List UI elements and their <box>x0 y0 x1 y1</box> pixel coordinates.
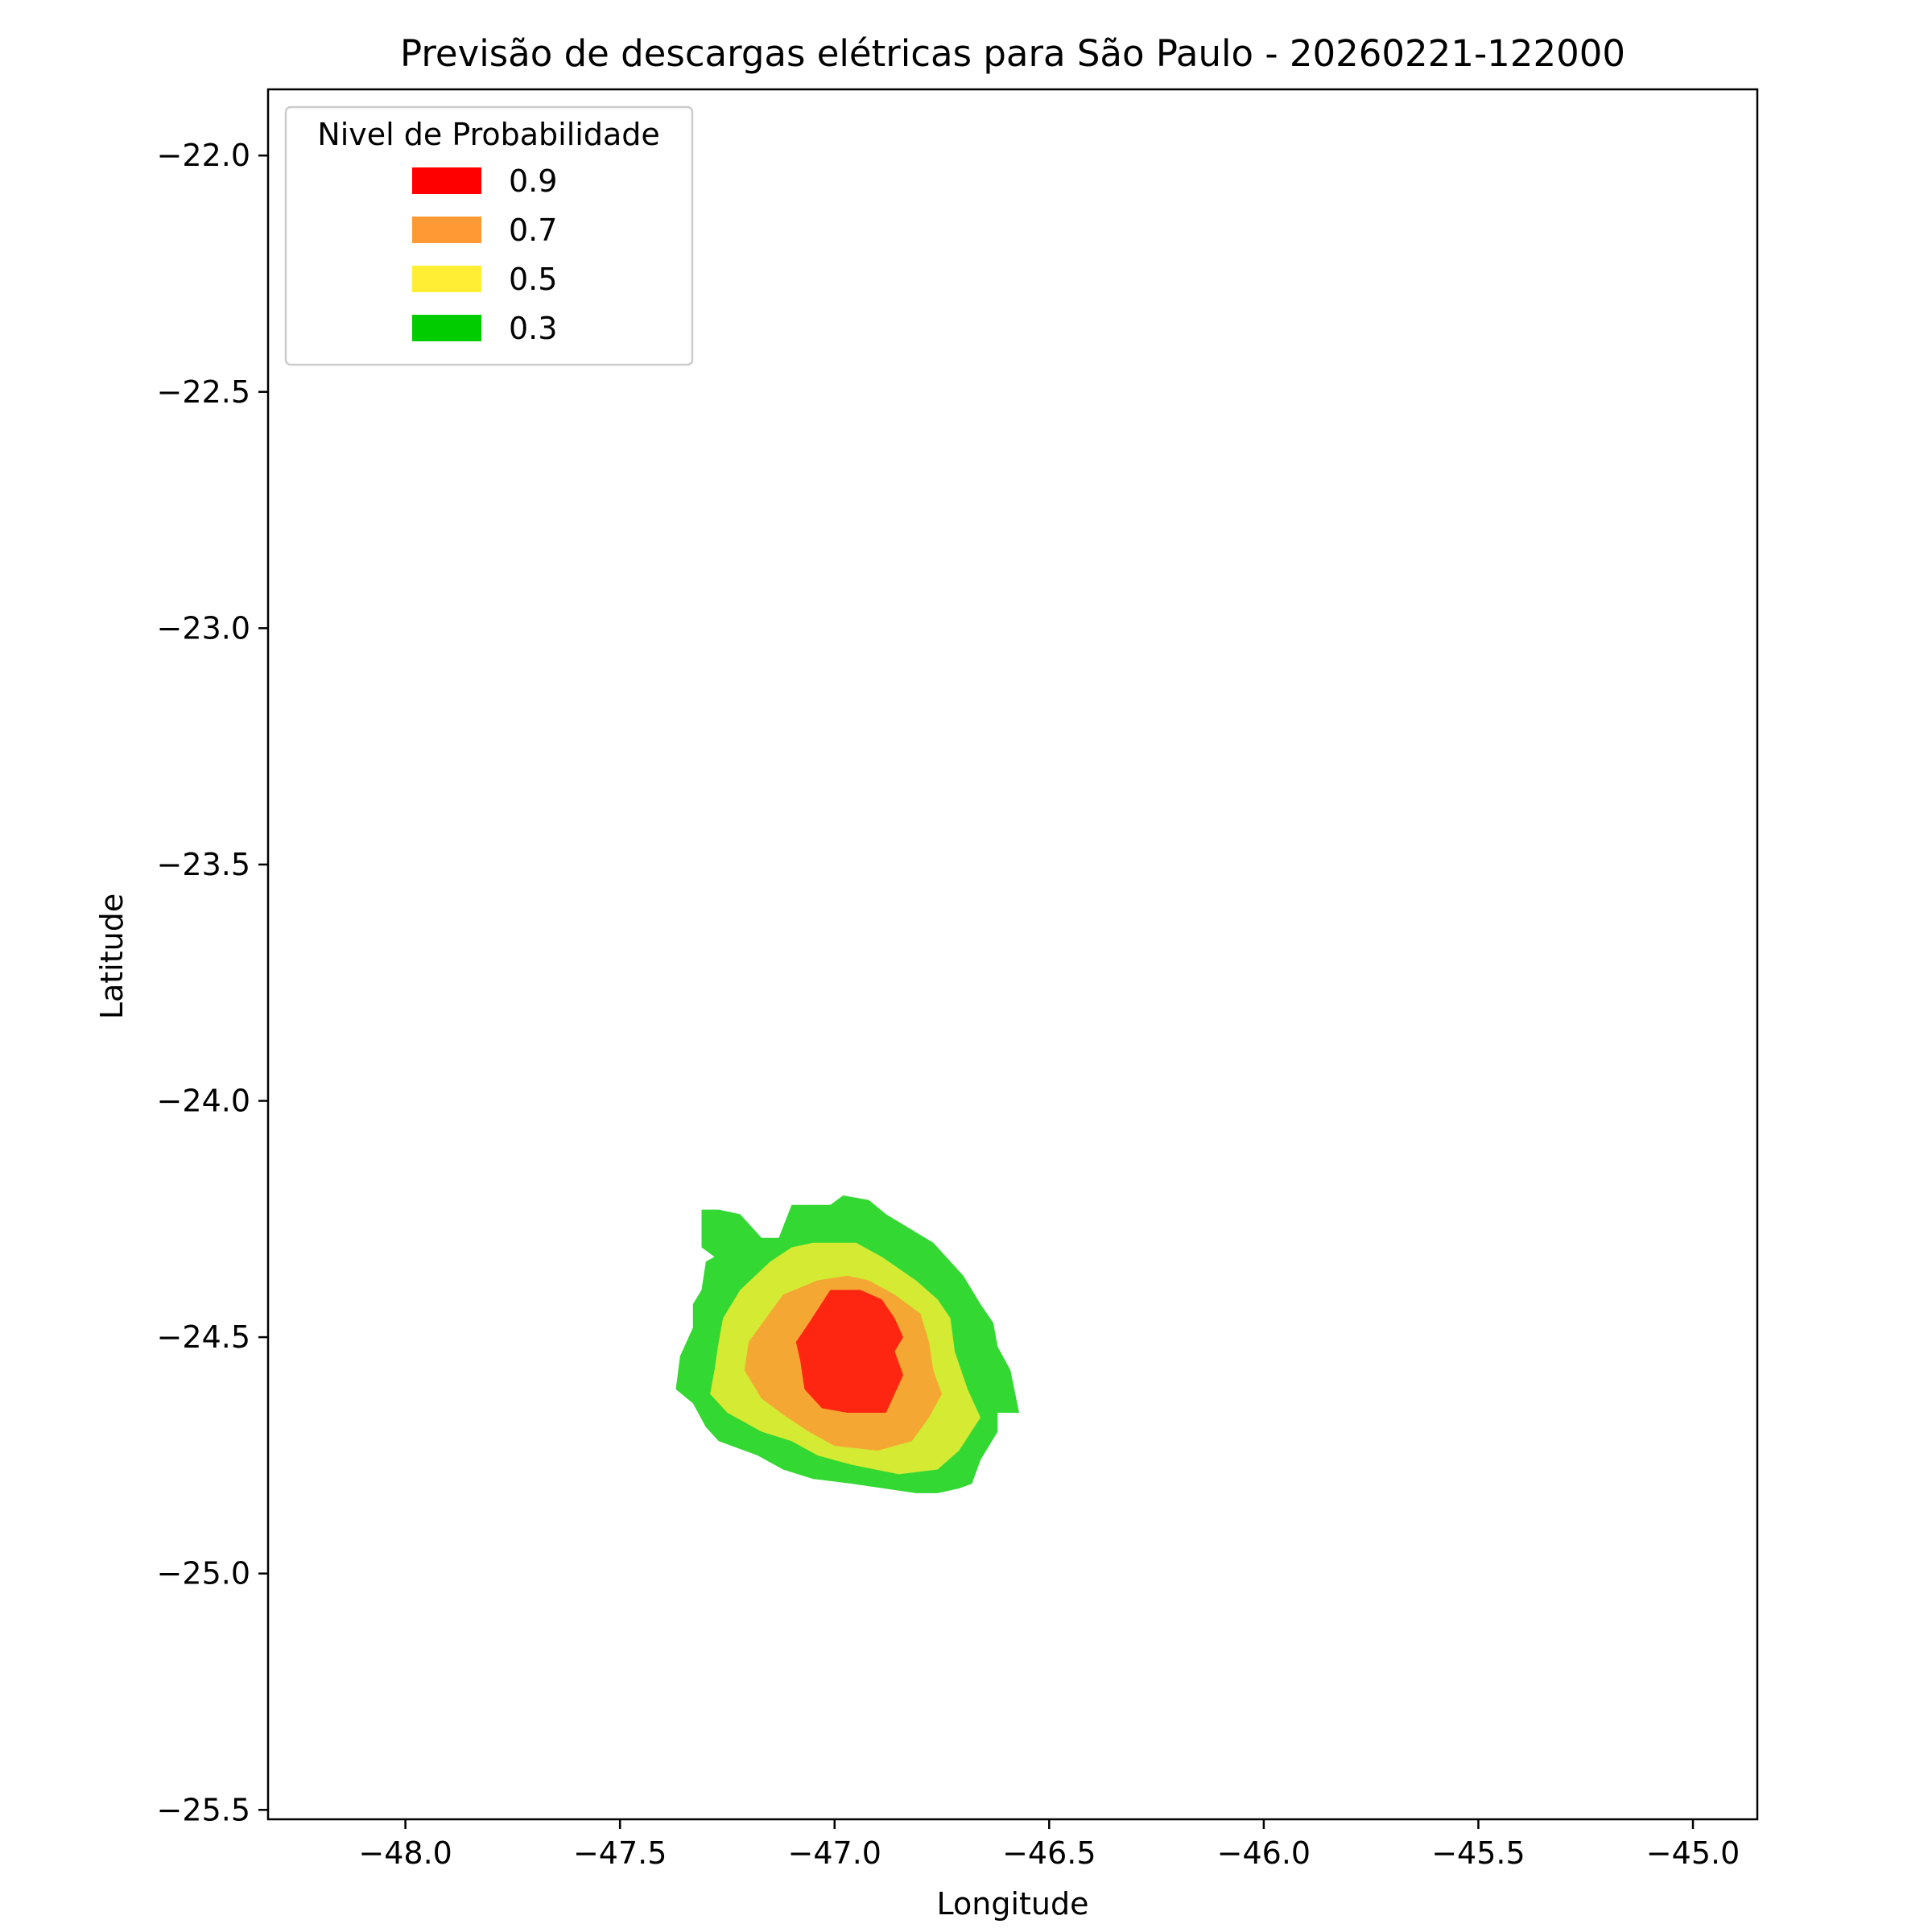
axes-frame <box>266 88 1759 1821</box>
legend-frame <box>284 105 694 366</box>
legend-label-0-9: 0.9 <box>509 163 557 199</box>
x-tick-label: −46.5 <box>1002 1835 1096 1871</box>
region-level-0-9 <box>795 1290 903 1413</box>
legend-swatch-0-3 <box>412 315 481 341</box>
y-tick-label: −24.0 <box>157 1084 250 1119</box>
legend-label-0-5: 0.5 <box>509 262 557 297</box>
y-tick-label: −22.0 <box>157 138 250 173</box>
y-axis-ticks: −22.0 −22.5 −23.0 −23.5 −24.0 −24.5 −25.0 −25.5 <box>157 138 268 1827</box>
legend-swatch-0-7 <box>412 217 481 243</box>
x-tick-label: −47.5 <box>573 1835 667 1871</box>
x-tick-label: −47.0 <box>788 1835 881 1871</box>
probability-regions <box>675 1195 1019 1493</box>
legend-label-0-7: 0.7 <box>509 213 557 248</box>
x-tick-label: −45.0 <box>1646 1835 1740 1871</box>
y-tick-label: −22.5 <box>157 374 250 410</box>
x-tick-label: −45.5 <box>1431 1835 1525 1871</box>
y-tick-label: −25.0 <box>157 1556 250 1591</box>
plot-area <box>266 88 1759 1821</box>
x-tick-label: −46.0 <box>1217 1835 1311 1871</box>
legend-swatch-0-9 <box>412 167 481 194</box>
y-axis-label: Latitude <box>94 894 130 1019</box>
y-tick-label: −24.5 <box>157 1319 250 1355</box>
y-tick-label: −25.5 <box>157 1792 250 1827</box>
x-tick-label: −48.0 <box>358 1835 452 1871</box>
y-tick-label: −23.5 <box>157 847 250 882</box>
x-axis-ticks: −48.0 −47.5 −47.0 −46.5 −46.0 −45.5 −45.0 <box>358 1819 1740 1871</box>
legend: Nivel de Probabilidade 0.9 0.7 0.5 0.3 <box>284 105 694 366</box>
chart-title: Previsão de descargas elétricas para São… <box>400 32 1625 75</box>
legend-label-0-3: 0.3 <box>509 311 557 346</box>
legend-swatch-0-5 <box>412 266 481 292</box>
legend-entries: 0.9 0.7 0.5 0.3 <box>412 163 557 346</box>
legend-title: Nivel de Probabilidade <box>317 117 659 152</box>
x-axis-label: Longitude <box>937 1886 1089 1922</box>
y-tick-label: −23.0 <box>157 610 250 646</box>
